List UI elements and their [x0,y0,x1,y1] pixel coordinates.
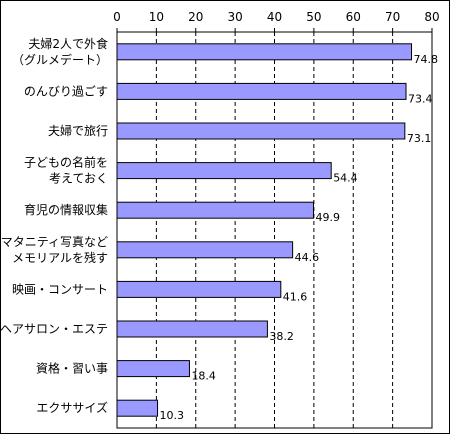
category-label-line: 夫婦2人で外食 [28,36,108,51]
category-label: 夫婦で旅行 [48,123,108,138]
bar [116,399,159,417]
bar-value-label: 18.4 [191,370,216,383]
bar-value-label: 38.2 [269,330,294,343]
category-label: のんびり過ごす [24,83,108,98]
bar-value-label: 41.6 [283,290,308,303]
data-labels: 74.8 73.4 73.1 54.4 49.9 44.6 41.6 38.2 18.4 10.3 [160,53,438,422]
category-label-line: 映画・コンサート [12,282,108,296]
bar [116,43,413,61]
category-label-line: 子どもの名前を [24,155,108,170]
bar-value-label: 73.4 [408,92,433,105]
category-label: 資格・習い事 [36,361,108,376]
bar-value-label: 54.4 [333,172,358,185]
category-label-line: 育児の情報収集 [24,202,108,217]
plot-area-border [116,31,433,429]
bar [116,82,407,100]
bar-value-label: 44.6 [295,251,320,264]
bar [116,241,294,259]
bar [116,280,282,298]
bar [116,201,314,219]
x-tick-label: 20 [188,10,203,24]
category-label-line: ヘアサロン・エステ [0,322,108,336]
bar [116,360,190,378]
category-label-line: 夫婦で旅行 [48,123,108,138]
x-tick-label: 0 [113,10,121,24]
category-label-line: （グルメデート） [12,52,108,67]
category-label-line: 考えておく [49,172,108,186]
x-tick-label: 10 [149,10,164,24]
x-tick-label: 60 [346,10,361,24]
x-tick-label: 80 [424,10,439,24]
bar [116,162,332,180]
bars [116,43,413,417]
category-label-line: メモリアルを残す [12,251,108,265]
category-label: ヘアサロン・エステ [0,322,108,336]
category-label-line: 資格・習い事 [36,361,108,376]
category-label: 映画・コンサート [12,282,108,296]
category-labels: 夫婦2人で外食（グルメデート） のんびり過ごす夫婦で旅行子どもの名前を考えておく育… [0,36,108,415]
category-label: エクササイズ [36,400,108,415]
category-label: 子どもの名前を考えておく [24,155,108,186]
x-tick-label: 70 [385,10,400,24]
category-label: 夫婦2人で外食（グルメデート） [12,36,108,67]
category-label-line: エクササイズ [36,400,108,415]
bar [116,122,406,140]
x-axis-ticks: 0 10 20 30 40 50 60 70 80 [113,10,440,32]
bar [116,320,268,338]
category-label: マタニティ写真などメモリアルを残す [1,235,108,265]
x-tick-label: 40 [267,10,282,24]
x-tick-label: 50 [306,10,321,24]
category-label-line: マタニティ写真など [1,235,108,249]
x-tick-label: 30 [227,10,242,24]
category-label-line: のんびり過ごす [24,83,108,98]
bar-value-label: 74.8 [414,53,439,66]
bar-value-label: 10.3 [160,409,185,422]
bar-value-label: 49.9 [315,211,340,224]
bar-value-label: 73.1 [407,132,432,145]
category-label: 育児の情報収集 [24,202,108,217]
